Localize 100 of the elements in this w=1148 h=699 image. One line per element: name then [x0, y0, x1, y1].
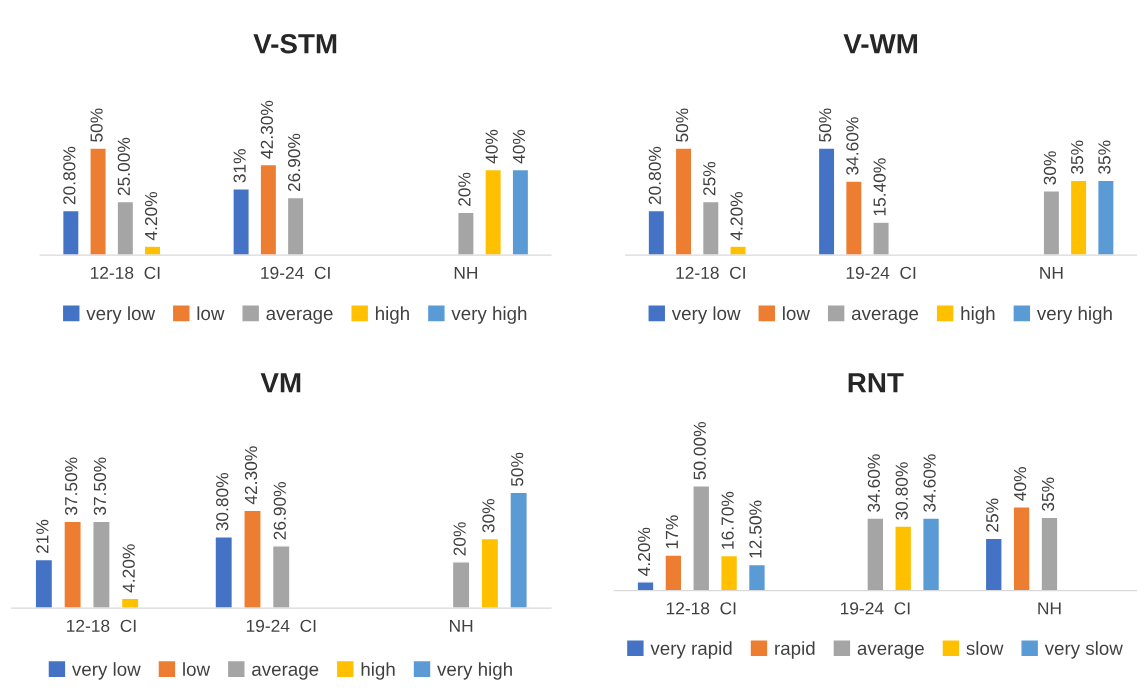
bar — [34, 558, 54, 609]
x-tick-label: 19-24 CI — [246, 619, 316, 632]
x-tick-label: 12-18 CI — [90, 266, 160, 279]
bar — [701, 200, 720, 256]
data-label: 4.20% — [730, 191, 743, 241]
legend-label: average — [252, 665, 319, 680]
bar — [647, 209, 666, 256]
legend-label: very rapid — [650, 641, 732, 659]
data-label: 50% — [90, 108, 103, 142]
data-label: 40% — [512, 129, 526, 164]
bar — [1040, 516, 1059, 591]
data-label: 4.20% — [144, 191, 158, 241]
bar — [243, 509, 262, 609]
x-tick-label: NH — [1038, 602, 1061, 615]
legend-label: average — [266, 309, 333, 324]
bar — [92, 520, 111, 609]
data-label: 25% — [703, 161, 716, 196]
data-label: 17% — [665, 515, 678, 549]
legend-label: very high — [437, 662, 512, 680]
bar — [61, 209, 80, 256]
legend-label: very low — [71, 662, 141, 680]
legend-label: very slow — [1044, 641, 1123, 659]
bar — [729, 245, 747, 256]
x-tick-label: 19-24 CI — [846, 266, 916, 279]
data-label: 37.50% — [93, 457, 107, 516]
bar — [1096, 179, 1115, 256]
x-tick-label: 19-24 CI — [261, 266, 330, 279]
bar — [232, 188, 250, 256]
data-label: 34.60% — [846, 117, 859, 175]
legend-label: low — [197, 306, 225, 321]
bar — [692, 485, 711, 591]
legend-label: average — [857, 644, 924, 659]
bar — [922, 517, 941, 591]
data-label: 35% — [1070, 140, 1084, 174]
data-label: 30% — [482, 498, 495, 533]
legend-label: low — [183, 662, 211, 676]
data-label: 37.50% — [65, 457, 78, 516]
bar — [511, 168, 530, 256]
data-label: 34.60% — [923, 454, 936, 512]
data-label: 25% — [986, 498, 999, 532]
data-label: 26.90% — [287, 133, 301, 192]
data-label: 15.40% — [873, 158, 886, 216]
bar — [664, 554, 683, 591]
data-label: 20.80% — [63, 146, 76, 205]
legend-label: very low — [671, 306, 741, 324]
bar — [1069, 179, 1088, 256]
legend-label: average — [851, 309, 919, 324]
bar — [116, 200, 135, 256]
legend-label: slow — [966, 641, 1004, 655]
data-label: 16.70% — [721, 491, 734, 549]
legend-label: high — [375, 306, 409, 324]
bar — [1012, 506, 1031, 591]
legend-label: rapid — [775, 641, 815, 659]
chart-title: V-STM — [253, 33, 337, 54]
bar — [817, 147, 836, 256]
data-label: 30.80% — [895, 462, 908, 520]
data-label: 26.90% — [273, 482, 286, 540]
legend-label: high — [361, 662, 395, 680]
x-tick-label: 12-18 CI — [666, 602, 736, 615]
chart-title: RNT — [848, 373, 904, 393]
data-label: 40% — [1013, 467, 1027, 501]
legend-label: low — [783, 306, 810, 321]
data-label: 50.00% — [693, 421, 706, 480]
data-label: 34.60% — [867, 454, 881, 512]
bar — [480, 537, 500, 609]
data-label: 25.00% — [117, 137, 130, 196]
bar — [214, 536, 234, 609]
bar — [872, 221, 890, 256]
bar — [636, 581, 655, 591]
bar — [1042, 190, 1061, 256]
data-label: 50% — [818, 108, 832, 142]
bar — [509, 491, 528, 609]
bar — [844, 180, 863, 256]
bar — [63, 520, 82, 609]
data-label: 42.30% — [244, 446, 258, 505]
bar — [894, 525, 913, 591]
data-label: 21% — [36, 519, 49, 554]
data-label: 50% — [675, 108, 689, 142]
legend-label: very high — [451, 306, 527, 324]
x-tick-label: NH — [1040, 266, 1063, 279]
data-label: 12.50% — [749, 500, 762, 558]
bar — [89, 147, 107, 256]
bar — [484, 168, 503, 256]
data-label: 20% — [453, 522, 466, 556]
chart-title: V-WM — [843, 34, 918, 54]
data-label: 35% — [1041, 477, 1055, 512]
data-label: 4.20% — [637, 527, 651, 576]
data-label: 20% — [458, 172, 471, 206]
x-tick-label: NH — [450, 619, 473, 632]
data-label: 50% — [511, 452, 524, 487]
data-label: 30% — [1043, 151, 1057, 185]
legend-label: very high — [1036, 306, 1112, 324]
bar — [720, 554, 739, 591]
bar — [259, 163, 278, 256]
data-label: 42.30% — [260, 100, 274, 159]
bar — [674, 147, 693, 256]
data-label: 35% — [1098, 140, 1111, 174]
legend-label: high — [961, 306, 995, 324]
data-label: 20.80% — [648, 146, 661, 205]
data-label: 30.80% — [216, 472, 229, 531]
